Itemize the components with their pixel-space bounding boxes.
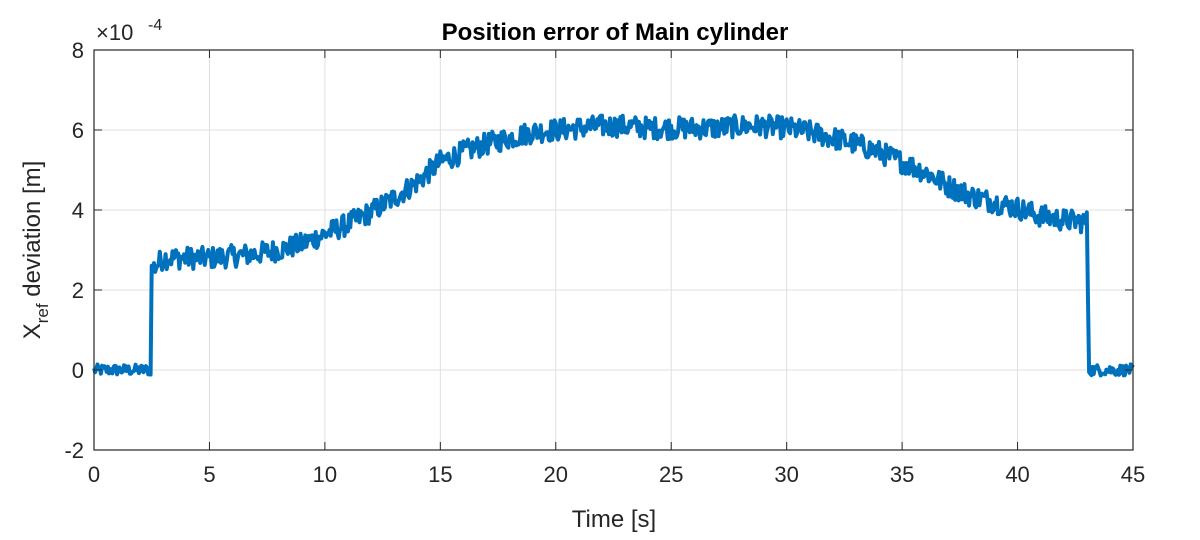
y-tick-label: 0 xyxy=(72,358,84,383)
y-exponent-base: ×10 xyxy=(96,20,133,45)
y-exponent-power: -4 xyxy=(148,17,162,34)
x-tick-label: 40 xyxy=(1005,462,1029,487)
x-tick-label: 45 xyxy=(1121,462,1145,487)
y-tick-label: -2 xyxy=(64,438,84,463)
y-tick-label: 8 xyxy=(72,38,84,63)
y-tick-label: 2 xyxy=(72,278,84,303)
y-axis-title-rest: deviation [m] xyxy=(19,161,46,304)
series-layer xyxy=(92,113,1135,378)
x-axis-title: Time [s] xyxy=(572,506,656,533)
y-tick-label: 4 xyxy=(72,198,84,223)
x-tick-label: 0 xyxy=(88,462,100,487)
x-tick-label: 25 xyxy=(659,462,683,487)
svg-text:Xref deviation [m]: Xref deviation [m] xyxy=(19,161,52,340)
x-tick-label: 5 xyxy=(203,462,215,487)
y-axis-title-main: X xyxy=(19,323,46,339)
series-line xyxy=(92,113,1135,378)
x-tick-label: 30 xyxy=(774,462,798,487)
y-tick-label: 6 xyxy=(72,118,84,143)
x-tick-label: 20 xyxy=(544,462,568,487)
y-axis-title: Xref deviation [m] xyxy=(19,161,52,340)
x-tick-label: 15 xyxy=(428,462,452,487)
chart-title: Position error of Main cylinder xyxy=(442,19,789,46)
x-tick-label: 35 xyxy=(890,462,914,487)
y-axis-title-subscript: ref xyxy=(33,303,52,323)
x-tick-label: 10 xyxy=(313,462,337,487)
axes-box xyxy=(93,49,1134,451)
